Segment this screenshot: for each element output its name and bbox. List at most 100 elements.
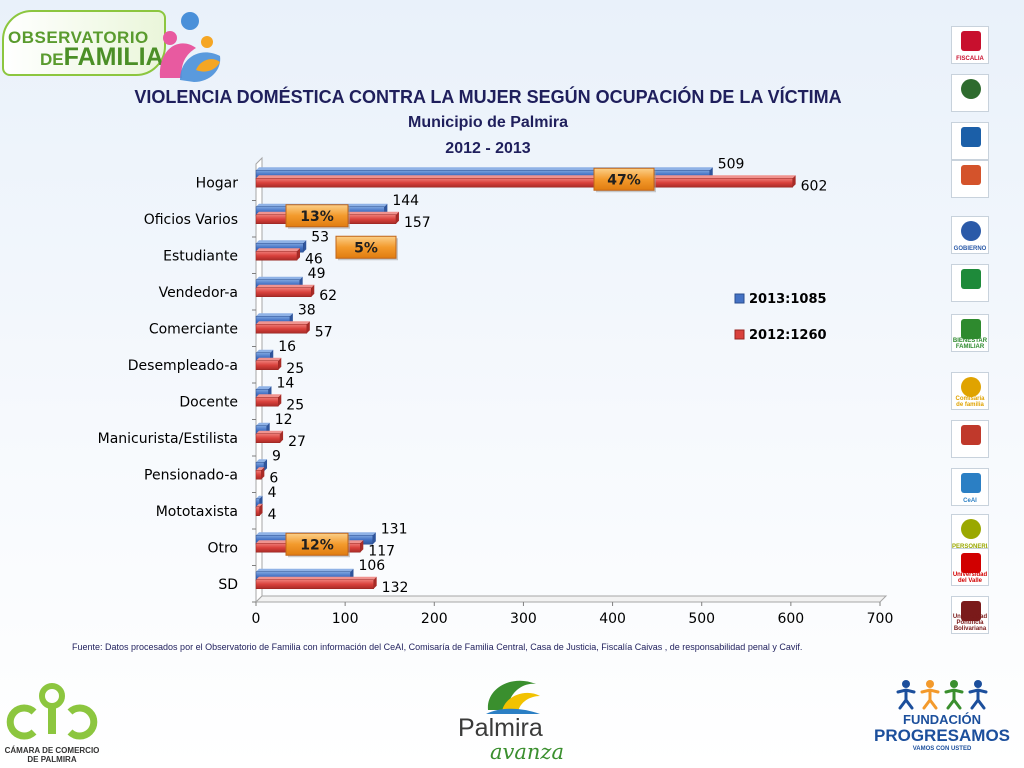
callout-oficios-varios: 13% <box>300 209 334 225</box>
x-tick-label: 0 <box>252 611 261 627</box>
bar-end-2012-vendedor-a <box>311 284 315 297</box>
ccp-line1: CÁMARA DE COMERCIO <box>4 746 100 755</box>
legend-label-2013: 2013:1085 <box>749 292 827 307</box>
palmira-emblem-icon <box>486 680 540 714</box>
value-label-2013-oficios-varios: 144 <box>392 193 419 209</box>
bar-end-2012-comerciante <box>306 321 310 334</box>
casa-justicia-logo <box>951 420 989 458</box>
sg-gobierno-logo: GOBIERNO <box>951 216 989 254</box>
callout-box-hogar <box>593 167 655 191</box>
prog-line2: PROGRESAMOS <box>873 726 1011 745</box>
callout-box-oficios-varios <box>285 204 349 228</box>
category-label-otro: Otro <box>207 540 238 556</box>
ccp-emblem-icon <box>6 683 98 740</box>
value-label-2013-hogar: 509 <box>718 156 745 172</box>
value-label-2012-docente: 25 <box>286 397 304 413</box>
callout-box-otro <box>285 532 349 556</box>
personeria-emblem-logo <box>951 122 989 160</box>
value-label-2012-mototaxista: 4 <box>268 507 277 523</box>
bar-top-2013-mototaxista <box>256 495 263 499</box>
value-label-2012-manicurista-estilista: 27 <box>288 434 306 450</box>
bar-top-2013-pensionado-a <box>256 459 268 463</box>
bar-top-2013-vendedor-a <box>256 276 303 280</box>
value-label-2012-comerciante: 57 <box>315 324 333 340</box>
callout-estudiante: 5% <box>354 240 378 256</box>
value-label-2012-desempleado-a: 25 <box>286 361 304 377</box>
family-figure-icon <box>159 12 221 82</box>
x-tick-label: 100 <box>332 611 359 627</box>
fundacion-progresamos-logo: FUNDACIÓN PROGRESAMOS VAMOS CON USTED <box>872 676 1012 756</box>
x-tick-label: 600 <box>777 611 804 627</box>
bar-top-2012-manicurista-estilista <box>256 430 284 434</box>
value-label-2012-sd: 132 <box>382 580 409 596</box>
bar-end-2013-otro <box>372 532 376 545</box>
progresamos-people-icon <box>896 680 988 710</box>
personeria-emblem-icon <box>961 519 981 539</box>
bar-end-2013-estudiante <box>303 240 307 253</box>
bar-end-2013-pensionado-a <box>264 459 268 472</box>
bar-top-2012-mototaxista <box>256 503 263 507</box>
prog-line1: FUNDACIÓN <box>903 712 981 727</box>
personeria-logo: PERSONERIA <box>951 514 989 552</box>
value-label-2013-docente: 14 <box>276 375 294 391</box>
callout-box-estudiante <box>335 235 397 259</box>
bar-2012-mototaxista <box>255 506 260 516</box>
category-label-docente: Docente <box>179 394 238 410</box>
value-label-2012-pensionado-a: 6 <box>269 470 278 486</box>
axis-floor <box>254 595 888 603</box>
value-label-2013-otro: 131 <box>381 521 408 537</box>
category-label-manicurista-estilista: Manicurista/Estilista <box>98 431 238 447</box>
icbf-children-logo <box>951 160 989 198</box>
bar-2012-manicurista-estilista <box>255 433 281 443</box>
comisaria-familia-caption: Comisaría de familia <box>955 396 985 408</box>
legend-swatch-2013 <box>734 293 745 304</box>
logo-line2-lead: DE <box>40 50 64 69</box>
bar-end-2012-oficios-varios <box>395 211 399 224</box>
universidad-valle-emblem-icon <box>961 553 981 573</box>
bar-end-2012-desempleado-a <box>278 357 282 370</box>
bar-top-2013-desempleado-a <box>256 349 274 353</box>
value-label-2013-pensionado-a: 9 <box>272 448 281 464</box>
bar-end-2012-pensionado-a <box>261 467 265 480</box>
bienestar-familiar-emblem-icon <box>961 319 981 339</box>
bar-2012-sd <box>255 579 374 589</box>
value-label-2012-vendedor-a: 62 <box>319 288 337 304</box>
value-label-2013-vendedor-a: 49 <box>308 266 326 282</box>
bar-top-2012-hogar <box>256 175 796 179</box>
upb-logo: Universidad Pontificia Bolivariana <box>951 596 989 634</box>
bar-2012-vendedor-a <box>255 287 312 297</box>
comisaria-familia-logo: Comisaría de familia <box>951 372 989 410</box>
value-label-2013-manicurista-estilista: 12 <box>275 412 293 428</box>
bar-top-2012-comerciante <box>256 321 310 325</box>
bar-end-2012-hogar <box>792 175 796 188</box>
casa-justicia-emblem-icon <box>961 425 981 445</box>
prog-line3: VAMOS CON USTED <box>912 746 972 752</box>
bar-top-2013-manicurista-estilista <box>256 422 270 426</box>
bar-top-2012-desempleado-a <box>256 357 282 361</box>
camara-comercio-logo: CÁMARA DE COMERCIO DE PALMIRA <box>4 676 100 766</box>
x-tick-label: 400 <box>599 611 626 627</box>
ccp-text: CÁMARA DE COMERCIO DE PALMIRA <box>4 746 100 764</box>
category-label-sd: SD <box>218 577 238 593</box>
value-label-2012-otro: 117 <box>368 543 395 559</box>
bar-top-2013-docente <box>256 386 272 390</box>
green-emblem-logo <box>951 264 989 302</box>
sg-gobierno-caption: GOBIERNO <box>953 246 987 252</box>
bar-2012-pensionado-a <box>255 470 262 480</box>
callout-otro: 12% <box>300 537 334 553</box>
value-label-2012-hogar: 602 <box>801 178 828 194</box>
fiscalia-caption: FISCALIA <box>956 56 984 62</box>
bar-end-2012-mototaxista <box>259 503 263 516</box>
x-tick-label: 300 <box>510 611 537 627</box>
x-tick-label: 700 <box>867 611 894 627</box>
value-label-2013-sd: 106 <box>358 558 385 574</box>
value-label-2013-mototaxista: 4 <box>268 485 277 501</box>
ccp-line2: DE PALMIRA <box>27 755 77 764</box>
icbf-children-emblem-icon <box>961 165 981 185</box>
chart-plot-area: 0 100 200 300 400 500 600 700 Hogar 509 602 Oficios… <box>98 156 894 627</box>
comisaria-familia-emblem-icon <box>961 377 981 397</box>
policia-emblem-icon <box>961 79 981 99</box>
legend-label-2012: 2012:1260 <box>749 328 827 343</box>
bar-2012-hogar <box>255 178 793 188</box>
fiscalia-emblem-icon <box>961 31 981 51</box>
